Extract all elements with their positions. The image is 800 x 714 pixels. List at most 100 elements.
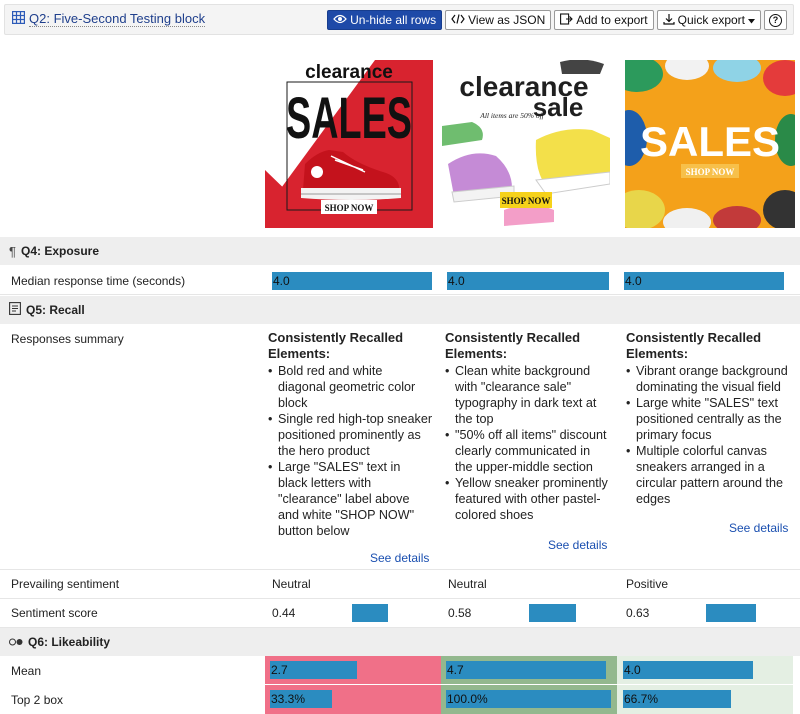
summary-item: Vibrant orange background dominating the… [626,363,791,395]
ad2-sub-text: All items are 50% off [479,111,544,120]
section-likeability-label: Q6: Likeability [28,635,111,649]
row-top-2-box: Top 2 box 33.3% 100.0% 66.7% [0,685,800,714]
section-likeability: Q6: Likeability [0,628,800,656]
mean-value-2: 4.7 [447,663,464,677]
eye-icon [333,14,347,26]
row-mean: Mean 2.7 4.7 4.0 [0,656,800,685]
ad2-clearance-text: clearance [459,71,588,102]
block-title: Q2: Five-Second Testing block [12,11,206,27]
score-bar-2 [529,604,576,622]
score-value-2: 0.58 [448,606,472,620]
unhide-rows-button[interactable]: Un-hide all rows [327,10,443,30]
median-bar-1 [272,272,432,290]
score-bar-1 [352,604,388,622]
summary-heading: Consistently Recalled Elements: [626,330,762,361]
colorful-sneakers-icon [625,60,795,228]
rating-dots-icon [9,635,23,649]
mean-bar-1 [270,661,357,679]
summary-item: Single red high-top sneaker positioned p… [268,411,433,459]
median-bar-3 [624,272,784,290]
caret-down-icon [748,14,755,26]
summary-item: Bold red and white diagonal geometric co… [268,363,433,411]
median-bar-2 [447,272,609,290]
median-value-1: 4.0 [273,274,290,288]
add-to-export-label: Add to export [576,13,648,27]
see-details-link-1[interactable]: See details [370,551,430,565]
row-label: Sentiment score [11,606,98,620]
help-button[interactable]: ? [764,10,787,30]
section-recall-label: Q5: Recall [26,303,85,317]
mean-value-1: 2.7 [271,663,288,677]
mean-value-3: 4.0 [624,663,641,677]
summary-item: Multiple colorful canvas sneakers arrang… [626,443,791,507]
mean-bar-3 [623,661,753,679]
pastel-sneakers-icon [442,60,610,226]
ad1-clearance-text: clearance [305,62,393,83]
row-label: Median response time (seconds) [11,274,186,288]
grid-icon [12,11,26,27]
ad1-sales-text: SALES [286,86,412,151]
section-exposure-label: Q4: Exposure [20,244,100,258]
download-icon [663,13,675,27]
row-label: Prevailing sentiment [11,577,120,591]
summary-heading: Consistently Recalled Elements: [445,330,581,361]
summary-item: Yellow sneaker prominently featured with… [445,475,610,523]
ad3-sales-text: SALES [640,118,780,165]
add-to-export-button[interactable]: Add to export [554,10,654,30]
summary-item: Large white "SALES" text positioned cent… [626,395,791,443]
see-details-link-2[interactable]: See details [548,538,608,552]
summary-item: Clean white background with "clearance s… [445,363,610,427]
summary-item: Large "SALES" text in black letters with… [268,459,433,539]
quick-export-button[interactable]: Quick export [656,10,761,30]
see-details-link-3[interactable]: See details [729,521,789,535]
summary-col-1: Consistently Recalled Elements: Bold red… [268,330,433,539]
row-label: Mean [11,664,42,678]
top2-bar-3 [623,690,731,708]
top2-value-2: 100.0% [447,692,488,706]
summary-col-2: Consistently Recalled Elements: Clean wh… [445,330,610,523]
ad2-sale-text: sale [533,92,584,122]
score-bar-3 [706,604,756,622]
section-exposure: ¶ Q4: Exposure [0,237,800,265]
median-value-3: 4.0 [625,274,642,288]
top2-bar-2 [446,690,611,708]
summary-heading: Consistently Recalled Elements: [268,330,404,361]
ad1-shop-now: SHOP NOW [325,203,374,213]
sentiment-value-2: Neutral [448,577,487,591]
view-json-label: View as JSON [468,13,546,27]
red-sneaker-icon [301,150,401,200]
sentiment-value-1: Neutral [272,577,311,591]
block-header: Q2: Five-Second Testing block Un-hide al… [4,4,794,35]
ad-image-2: clearance sale All items are 50% off SHO… [442,60,610,228]
summary-item: "50% off all items" discount clearly com… [445,427,610,475]
help-icon: ? [769,13,782,27]
top2-value-3: 66.7% [624,692,659,706]
export-add-icon [560,13,574,27]
row-label: Responses summary [11,332,124,346]
summary-col-3: Consistently Recalled Elements: Vibrant … [626,330,791,507]
code-icon [451,14,465,26]
block-title-text[interactable]: Q2: Five-Second Testing block [29,11,206,27]
row-responses-summary: Responses summary [0,324,800,570]
top2-value-1: 33.3% [271,692,306,706]
pilcrow-icon: ¶ [9,243,16,259]
row-sentiment-score: Sentiment score 0.44 0.58 0.63 [0,599,800,628]
score-value-1: 0.44 [272,606,296,620]
ad3-shop-now: SHOP NOW [686,167,735,177]
row-label: Top 2 box [11,693,64,707]
unhide-rows-label: Un-hide all rows [350,13,437,27]
ad-image-1: clearance SALES SHOP NOW [265,60,433,228]
row-median-response-time: Median response time (seconds) 4.0 4.0 4… [0,266,800,295]
median-value-2: 4.0 [448,274,465,288]
row-prevailing-sentiment: Prevailing sentiment Neutral Neutral Pos… [0,570,800,599]
sentiment-value-3: Positive [626,577,669,591]
quick-export-label: Quick export [677,13,745,27]
top2-bar-1 [270,690,332,708]
view-json-button[interactable]: View as JSON [445,10,552,30]
ad-image-3: SALES SHOP NOW [625,60,795,228]
section-recall: Q5: Recall [0,296,800,324]
score-value-3: 0.63 [626,606,650,620]
ad2-shop-now: SHOP NOW [502,196,551,206]
document-icon [9,302,21,318]
mean-bar-2 [446,661,606,679]
